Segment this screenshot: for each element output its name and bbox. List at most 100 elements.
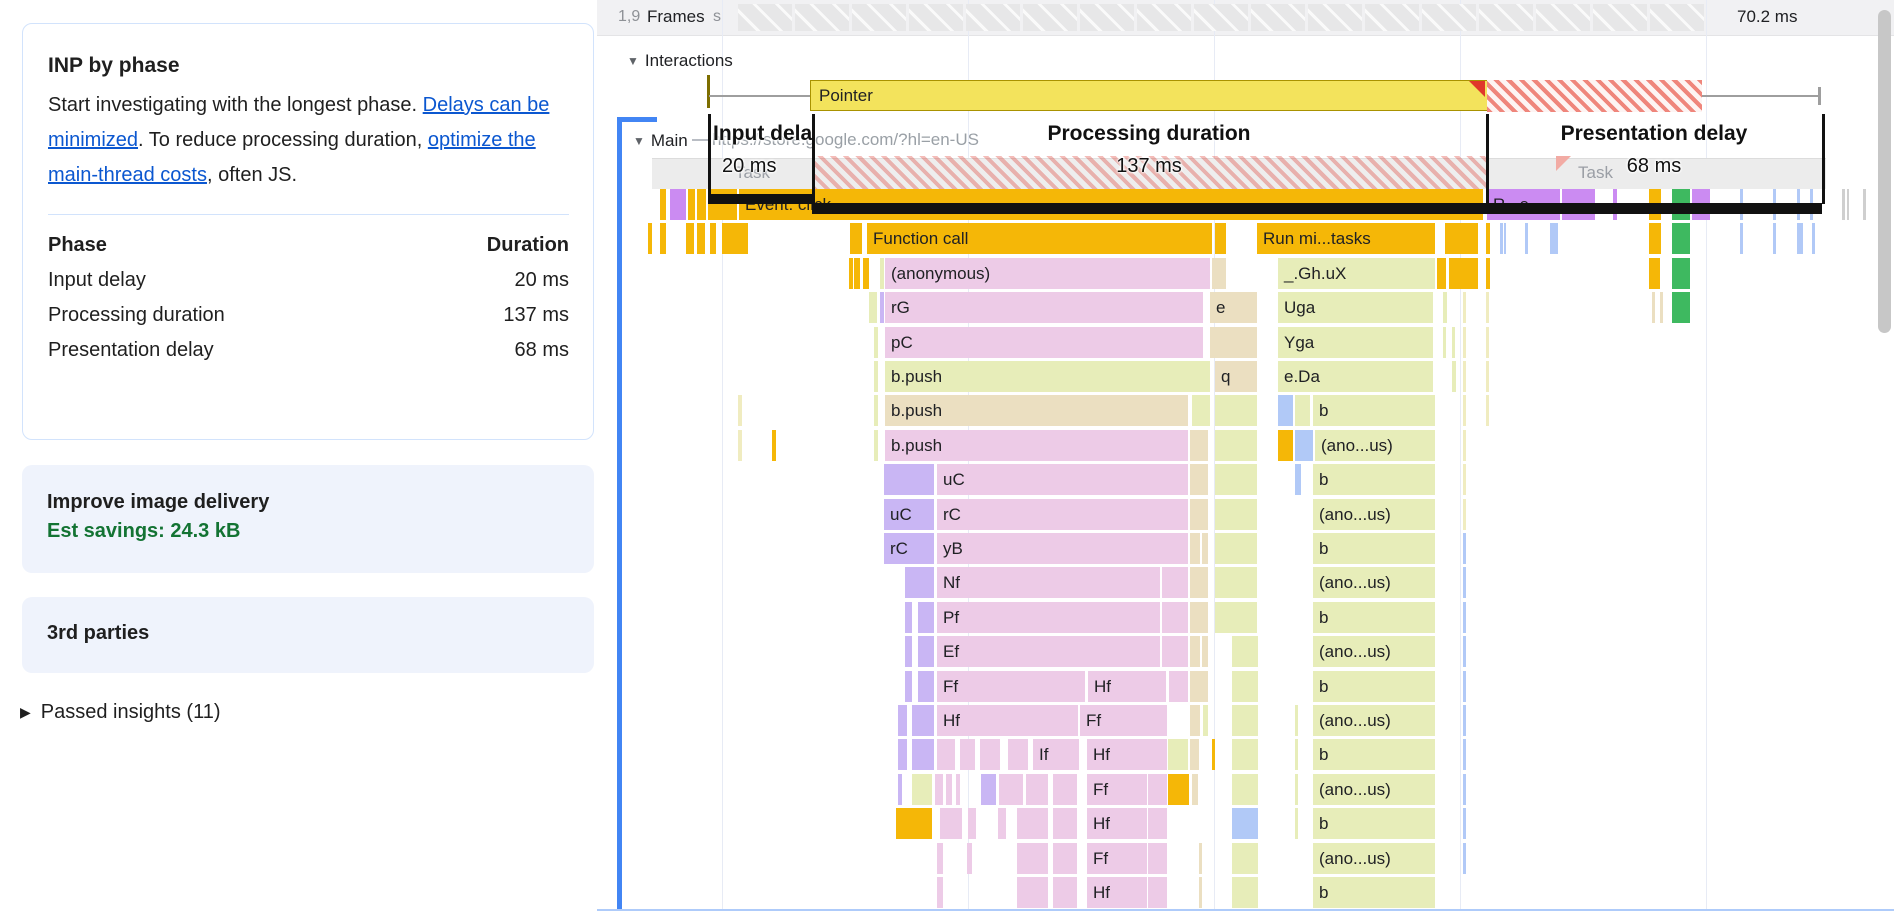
flame-bar[interactable] xyxy=(1232,671,1258,702)
flame-bar[interactable] xyxy=(1740,223,1743,254)
flame-bar[interactable] xyxy=(1215,464,1257,495)
flame-bar[interactable] xyxy=(1443,292,1447,323)
flame-bar[interactable] xyxy=(1215,567,1257,598)
flame-bar[interactable] xyxy=(1672,223,1690,254)
vertical-scrollbar[interactable] xyxy=(1878,10,1891,333)
flame-bar[interactable] xyxy=(896,808,932,839)
flame-bar[interactable]: Yga xyxy=(1278,327,1433,358)
flame-bar[interactable] xyxy=(1215,223,1226,254)
flame-bar[interactable]: Nf xyxy=(937,567,1160,598)
flame-bar[interactable] xyxy=(863,258,869,289)
flame-bar[interactable] xyxy=(1463,327,1466,358)
flame-bar[interactable]: _.Gh.uX xyxy=(1278,258,1435,289)
inp-help-link[interactable]: Delays can be minimized xyxy=(48,94,550,151)
flame-bar[interactable]: b xyxy=(1313,602,1435,633)
flame-bar[interactable] xyxy=(967,843,972,874)
flame-bar[interactable] xyxy=(935,774,943,805)
flame-bar[interactable]: Ff xyxy=(1080,705,1167,736)
dropped-frame-bar[interactable] xyxy=(909,4,963,31)
flame-bar[interactable] xyxy=(1017,877,1048,908)
flame-bar[interactable] xyxy=(1773,223,1776,254)
dropped-frame-bar[interactable] xyxy=(1593,4,1647,31)
flame-bar[interactable] xyxy=(874,395,878,426)
flame-bar[interactable] xyxy=(1192,774,1198,805)
flame-bar[interactable]: Uga xyxy=(1278,292,1433,323)
flame-bar[interactable] xyxy=(1190,430,1208,461)
flame-bar[interactable] xyxy=(1649,223,1661,254)
flame-bar[interactable] xyxy=(1148,808,1167,839)
flame-bar[interactable] xyxy=(1295,705,1298,736)
flame-bar[interactable] xyxy=(940,808,962,839)
flame-bar[interactable] xyxy=(1847,189,1849,220)
flame-bar[interactable] xyxy=(722,223,748,254)
flame-bar[interactable]: Hf xyxy=(1088,671,1166,702)
flame-bar[interactable] xyxy=(854,258,860,289)
flame-bar[interactable] xyxy=(1232,843,1258,874)
flame-bar[interactable] xyxy=(1199,877,1202,908)
flame-bar[interactable] xyxy=(1215,499,1257,530)
flame-bar[interactable] xyxy=(710,223,716,254)
flame-bar[interactable]: (ano...us) xyxy=(1313,567,1435,598)
flame-bar[interactable] xyxy=(1463,499,1466,530)
flame-bar[interactable] xyxy=(1190,739,1199,770)
flame-bar[interactable]: b.push xyxy=(885,395,1188,426)
flame-bar[interactable] xyxy=(1295,464,1301,495)
flame-bar[interactable] xyxy=(898,739,907,770)
flame-bar[interactable] xyxy=(1192,395,1210,426)
flame-bar[interactable] xyxy=(1053,808,1077,839)
flame-bar[interactable] xyxy=(772,430,776,461)
flame-bar[interactable] xyxy=(1232,808,1258,839)
flame-bar[interactable]: (ano...us) xyxy=(1313,843,1435,874)
flame-bar[interactable] xyxy=(905,636,912,667)
flame-bar[interactable]: Ff xyxy=(1087,774,1147,805)
flame-bar[interactable]: (anonymous) xyxy=(885,258,1210,289)
flame-bar[interactable] xyxy=(1212,258,1226,289)
flame-bar[interactable] xyxy=(980,739,1000,770)
flame-bar[interactable] xyxy=(1202,533,1208,564)
flame-bar[interactable] xyxy=(1278,395,1293,426)
flame-bar[interactable]: e.Da xyxy=(1278,361,1433,392)
flame-bar[interactable]: rC xyxy=(937,499,1188,530)
dropped-frame-bar[interactable] xyxy=(1023,4,1077,31)
flame-bar[interactable] xyxy=(1463,671,1466,702)
dropped-frame-bar[interactable] xyxy=(852,4,906,31)
flame-bar[interactable] xyxy=(1190,636,1200,667)
flame-bar[interactable] xyxy=(912,739,934,770)
flame-bar[interactable]: b xyxy=(1313,464,1435,495)
main-track-toggle[interactable]: ▼ Main xyxy=(633,131,688,151)
flame-bar[interactable]: (ano...us) xyxy=(1313,705,1435,736)
flame-bar[interactable] xyxy=(1445,223,1478,254)
flame-bar[interactable] xyxy=(918,602,934,633)
flame-bar[interactable] xyxy=(697,189,706,220)
flame-bar[interactable] xyxy=(660,189,666,220)
flame-bar[interactable]: rC xyxy=(884,533,934,564)
flame-bar[interactable] xyxy=(1232,636,1258,667)
flame-bar[interactable] xyxy=(880,258,884,289)
flame-bar[interactable] xyxy=(1463,567,1466,598)
flame-bar[interactable] xyxy=(1210,327,1257,358)
flame-bar[interactable] xyxy=(960,739,975,770)
flame-bar[interactable] xyxy=(1202,636,1208,667)
flame-bar[interactable] xyxy=(981,774,996,805)
flame-bar[interactable] xyxy=(1463,843,1466,874)
flame-bar[interactable] xyxy=(1452,361,1456,392)
dropped-frame-bar[interactable] xyxy=(1536,4,1590,31)
flame-bar[interactable] xyxy=(905,602,912,633)
flame-bar[interactable]: b xyxy=(1313,739,1435,770)
flame-bar[interactable] xyxy=(1212,739,1215,770)
flame-bar[interactable] xyxy=(688,189,695,220)
flame-bar[interactable] xyxy=(1463,636,1466,667)
flame-bar[interactable] xyxy=(1797,223,1803,254)
flame-bar[interactable] xyxy=(1215,602,1257,633)
flame-bar[interactable] xyxy=(1463,430,1466,461)
dropped-frame-bar[interactable] xyxy=(1650,4,1704,31)
flame-bar[interactable] xyxy=(1148,877,1167,908)
flame-bar[interactable] xyxy=(1215,430,1257,461)
flame-bar[interactable] xyxy=(1232,739,1258,770)
flame-bar[interactable] xyxy=(1672,292,1690,323)
flame-bar[interactable] xyxy=(1463,395,1466,426)
flame-bar[interactable] xyxy=(869,292,877,323)
flame-bar[interactable]: Pf xyxy=(937,602,1160,633)
performance-flame-chart[interactable]: 1,9 s Frames 70.2 ms Event: clickR...eFu… xyxy=(597,0,1894,916)
flame-bar[interactable]: b xyxy=(1313,395,1435,426)
